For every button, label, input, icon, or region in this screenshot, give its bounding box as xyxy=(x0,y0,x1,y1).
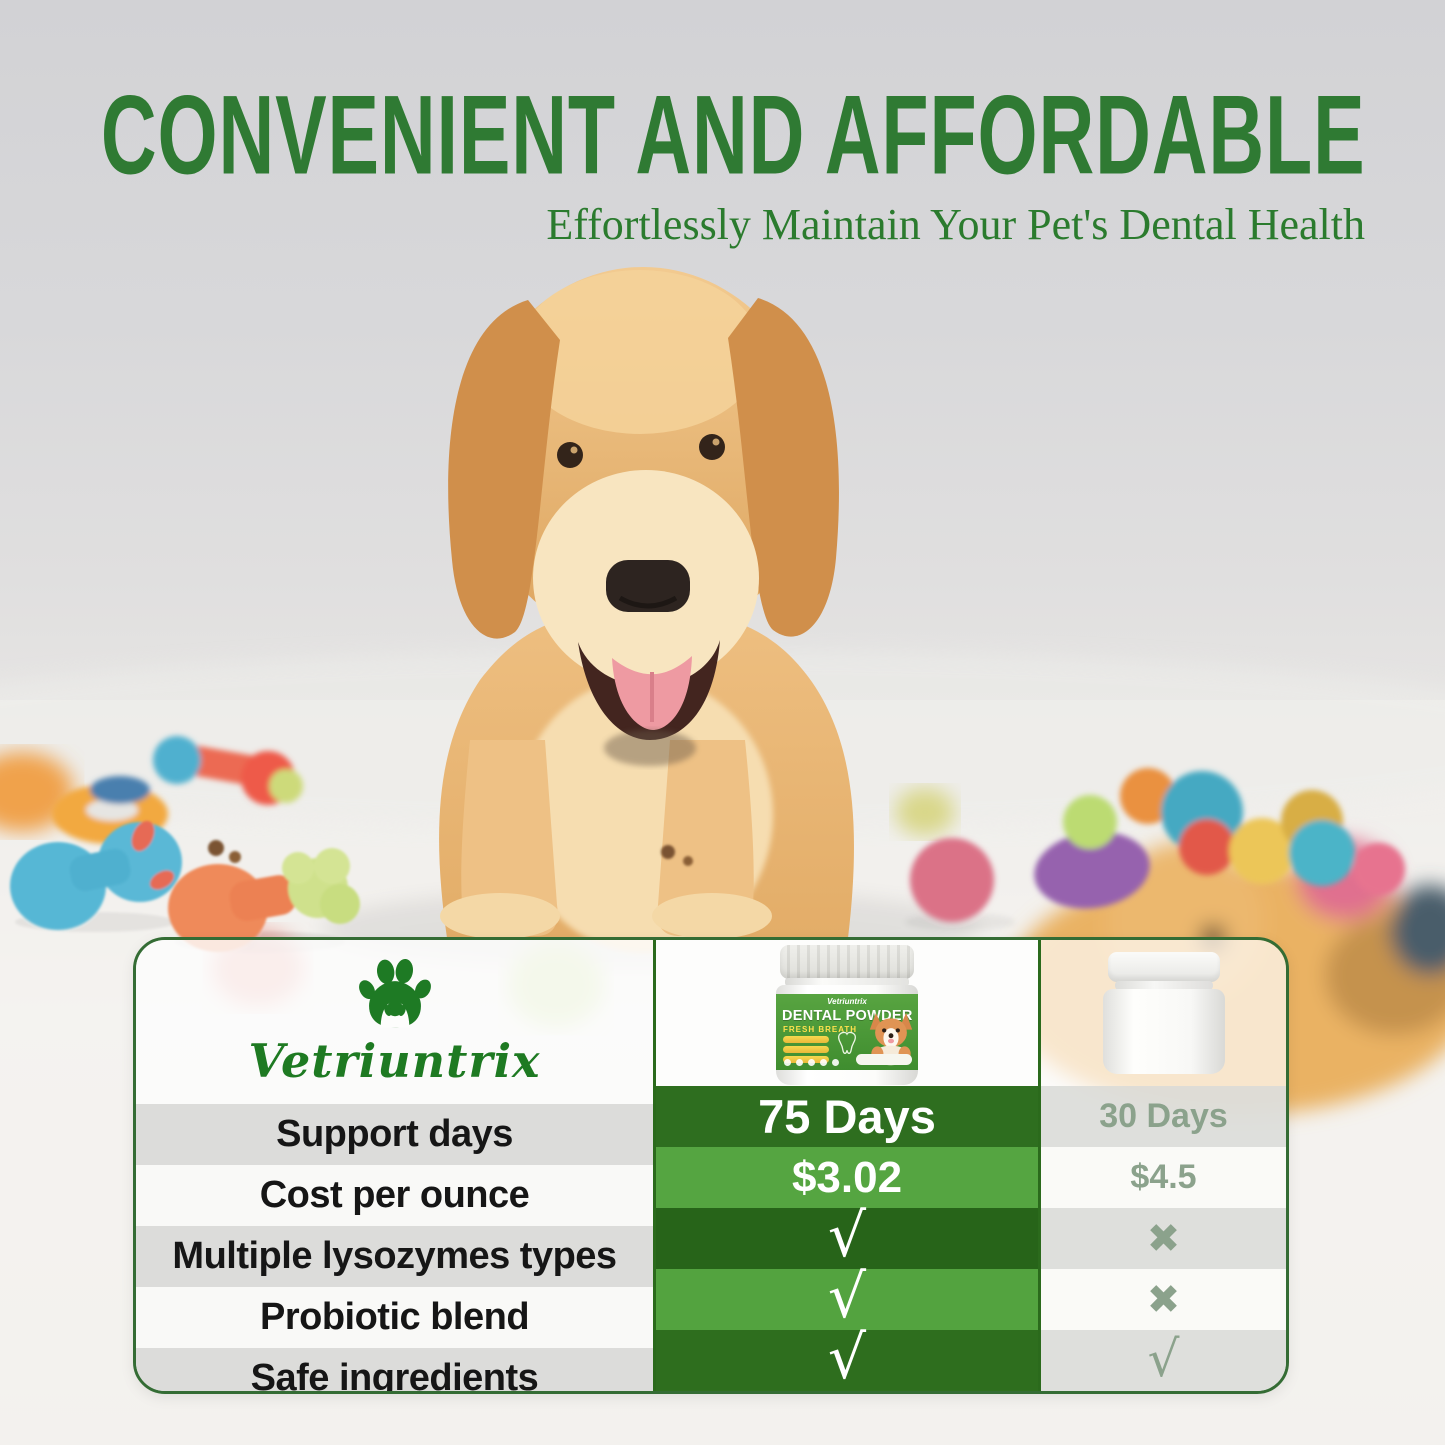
our-product-column: Vetriuntrix DENTAL POWDER FRESH BREATH xyxy=(653,940,1041,1391)
jar-label: Vetriuntrix DENTAL POWDER FRESH BREATH xyxy=(776,994,918,1070)
competitor-jar-lid xyxy=(1107,952,1220,982)
row-label: Multiple lysozymes types xyxy=(172,1235,617,1277)
jar-subtitle-text: FRESH BREATH xyxy=(783,1025,858,1034)
toy-dumbbell-red-blue xyxy=(153,736,303,948)
their-value: $4.5 xyxy=(1130,1158,1197,1196)
paw-logo-icon xyxy=(358,958,431,1028)
jar-lid xyxy=(780,945,914,979)
toy-ball-pink2 xyxy=(1353,843,1405,895)
competitor-column: 30 Days $4.5 ✖ ✖ √ xyxy=(1041,940,1286,1391)
row-label: Probiotic blend xyxy=(259,1296,530,1338)
competitor-jar-body xyxy=(1102,989,1225,1074)
row-label: Cost per ounce xyxy=(259,1174,530,1216)
toy-ball-yellow xyxy=(1229,818,1295,884)
dog-left-eye xyxy=(557,442,583,468)
page-subtitle: Effortlessly Maintain Your Pet's Dental … xyxy=(546,200,1365,249)
cross-icon: ✖ xyxy=(1146,1276,1181,1323)
dog-kibble xyxy=(208,840,693,866)
row-label: Support days xyxy=(276,1113,513,1155)
toy-ball-teal2 xyxy=(1289,820,1355,886)
dog-right-eye xyxy=(699,434,725,460)
jar-body: Vetriuntrix DENTAL POWDER FRESH BREATH xyxy=(776,985,918,1085)
toy-ball-pink xyxy=(910,838,994,922)
jar-feature-badges xyxy=(783,1036,829,1063)
labels-column: Vetriuntrix Support days Cost per ounce … xyxy=(136,940,653,1391)
page-title: CONVENIENT AND AFFORDABLE xyxy=(100,73,1365,198)
jar-weight-banner xyxy=(856,1054,912,1065)
check-icon: √ xyxy=(827,1261,867,1332)
check-icon: √ xyxy=(1147,1329,1180,1388)
toy-spiky-purple xyxy=(1034,831,1150,909)
toy-blur-yellow xyxy=(895,788,955,836)
dog-left-ear xyxy=(448,300,560,639)
our-value: 75 Days xyxy=(758,1090,936,1143)
their-value: 30 Days xyxy=(1099,1097,1228,1135)
cross-icon: ✖ xyxy=(1146,1215,1181,1262)
competitor-jar-cell xyxy=(1041,940,1286,1086)
toy-balls-right xyxy=(905,768,1405,931)
hero-section: CONVENIENT AND AFFORDABLE Effortlessly M… xyxy=(0,72,1365,250)
jar-icon-row xyxy=(784,1059,839,1066)
comparison-table: Vetriuntrix Support days Cost per ounce … xyxy=(133,937,1289,1394)
competitor-jar-image xyxy=(1102,952,1225,1074)
jar-neck xyxy=(785,978,909,986)
brand-name: Vetriuntrix xyxy=(248,1034,541,1088)
dog-right-leg xyxy=(657,740,754,936)
competitor-jar-neck xyxy=(1114,981,1213,990)
our-value: $3.02 xyxy=(791,1152,903,1202)
toy-ball-red xyxy=(1179,819,1235,875)
toy-spiky-dumbbell-orange xyxy=(168,848,360,953)
jar-title-text: DENTAL POWDER xyxy=(782,1008,913,1024)
dog-left-paw xyxy=(440,893,560,939)
jar-brand-text: Vetriuntrix xyxy=(827,997,867,1006)
product-jar-cell: Vetriuntrix DENTAL POWDER FRESH BREATH xyxy=(656,940,1038,1086)
golden-retriever xyxy=(439,267,854,953)
dog-right-ear xyxy=(728,298,839,637)
dog-right-paw xyxy=(652,893,772,939)
tooth-icon xyxy=(838,1031,856,1054)
toy-gummy-green xyxy=(1063,795,1117,849)
row-label: Safe ingredients xyxy=(250,1357,539,1394)
check-icon: √ xyxy=(827,1200,867,1271)
brand-logo-cell: Vetriuntrix xyxy=(136,940,653,1104)
dog-chin xyxy=(604,730,696,766)
check-icon: √ xyxy=(827,1322,867,1393)
dog-left-leg xyxy=(461,740,558,936)
dog-forehead xyxy=(518,270,762,434)
product-jar-image: Vetriuntrix DENTAL POWDER FRESH BREATH xyxy=(776,945,918,1085)
toy-spiky-dumbbell-blue xyxy=(10,820,182,932)
